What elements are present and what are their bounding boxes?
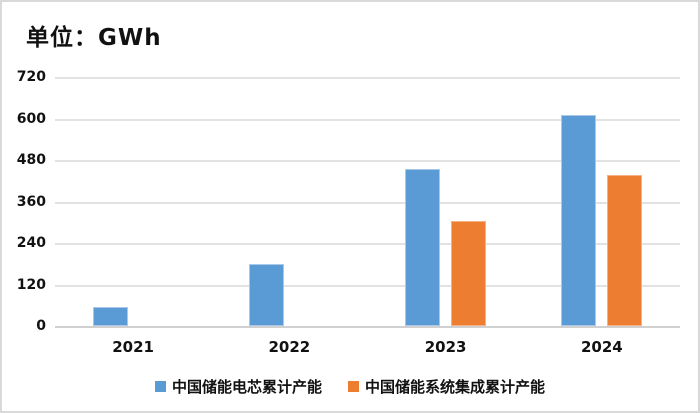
y-tick-label-0: 0 — [36, 318, 46, 334]
gridline-y-0 — [55, 326, 680, 328]
gridline-y-360 — [55, 201, 680, 204]
gridline-y-240 — [55, 243, 680, 245]
bar-slot-2022-series-0 — [248, 77, 284, 326]
x-tick-label-2024: 2024 — [581, 338, 623, 356]
legend-label: 中国储能系统集成累计产能 — [365, 378, 546, 396]
y-tick-label-120: 120 — [16, 276, 46, 293]
bar-group-2021 — [55, 77, 211, 326]
y-tick-label-720: 720 — [16, 69, 46, 85]
x-tick-label-2021: 2021 — [112, 338, 154, 356]
x-tick-label-2022: 2022 — [268, 338, 311, 356]
bar-slot-2023-series-0 — [405, 77, 441, 326]
gridline-y-120 — [55, 284, 680, 287]
bar-slot-2023-series-1 — [451, 77, 487, 326]
bar-group-2022 — [211, 77, 367, 326]
legend-item-0: 中国储能电芯累计产能 — [154, 376, 322, 397]
y-tick-label-360: 360 — [16, 193, 46, 210]
gridline-y-480 — [55, 160, 680, 162]
bar-group-2023 — [368, 77, 524, 326]
gridline-y-600 — [55, 118, 680, 121]
bar-slot-2021-series-1 — [139, 77, 174, 326]
bar-2021-中国储能电芯累计产能 — [92, 306, 128, 326]
bar-slot-2022-series-1 — [295, 77, 330, 326]
bar-2022-中国储能电芯累计产能 — [248, 263, 284, 326]
bar-2023-中国储能系统集成累计产能 — [451, 220, 487, 326]
bar-group-2024 — [524, 77, 680, 326]
x-axis: 2021 2022 2023 2024 — [55, 338, 680, 360]
y-tick-label-600: 600 — [16, 110, 46, 127]
legend-swatch-icon — [348, 381, 359, 392]
x-tick-label-2023: 2023 — [424, 338, 467, 356]
chart-title: 单位：GWh — [26, 25, 162, 51]
bar-slot-2024-series-1 — [607, 77, 643, 326]
y-tick-label-480: 480 — [16, 152, 46, 168]
bar-2024-中国储能电芯累计产能 — [561, 115, 597, 326]
gridline-y-720 — [55, 77, 680, 79]
bar-2024-中国储能系统集成累计产能 — [607, 174, 643, 326]
legend: 中国储能电芯累计产能 中国储能系统集成累计产能 — [2, 376, 698, 397]
bar-slot-2021-series-0 — [92, 77, 128, 326]
bar-slot-2024-series-0 — [561, 77, 597, 326]
y-tick-label-240: 240 — [16, 235, 46, 251]
bar-2023-中国储能电芯累计产能 — [405, 168, 441, 326]
plot-area: 720 600 480 360 240 120 0 — [17, 69, 680, 334]
legend-swatch-icon — [154, 381, 166, 392]
legend-item-1: 中国储能系统集成累计产能 — [348, 376, 545, 397]
legend-label: 中国储能电芯累计产能 — [171, 378, 322, 396]
